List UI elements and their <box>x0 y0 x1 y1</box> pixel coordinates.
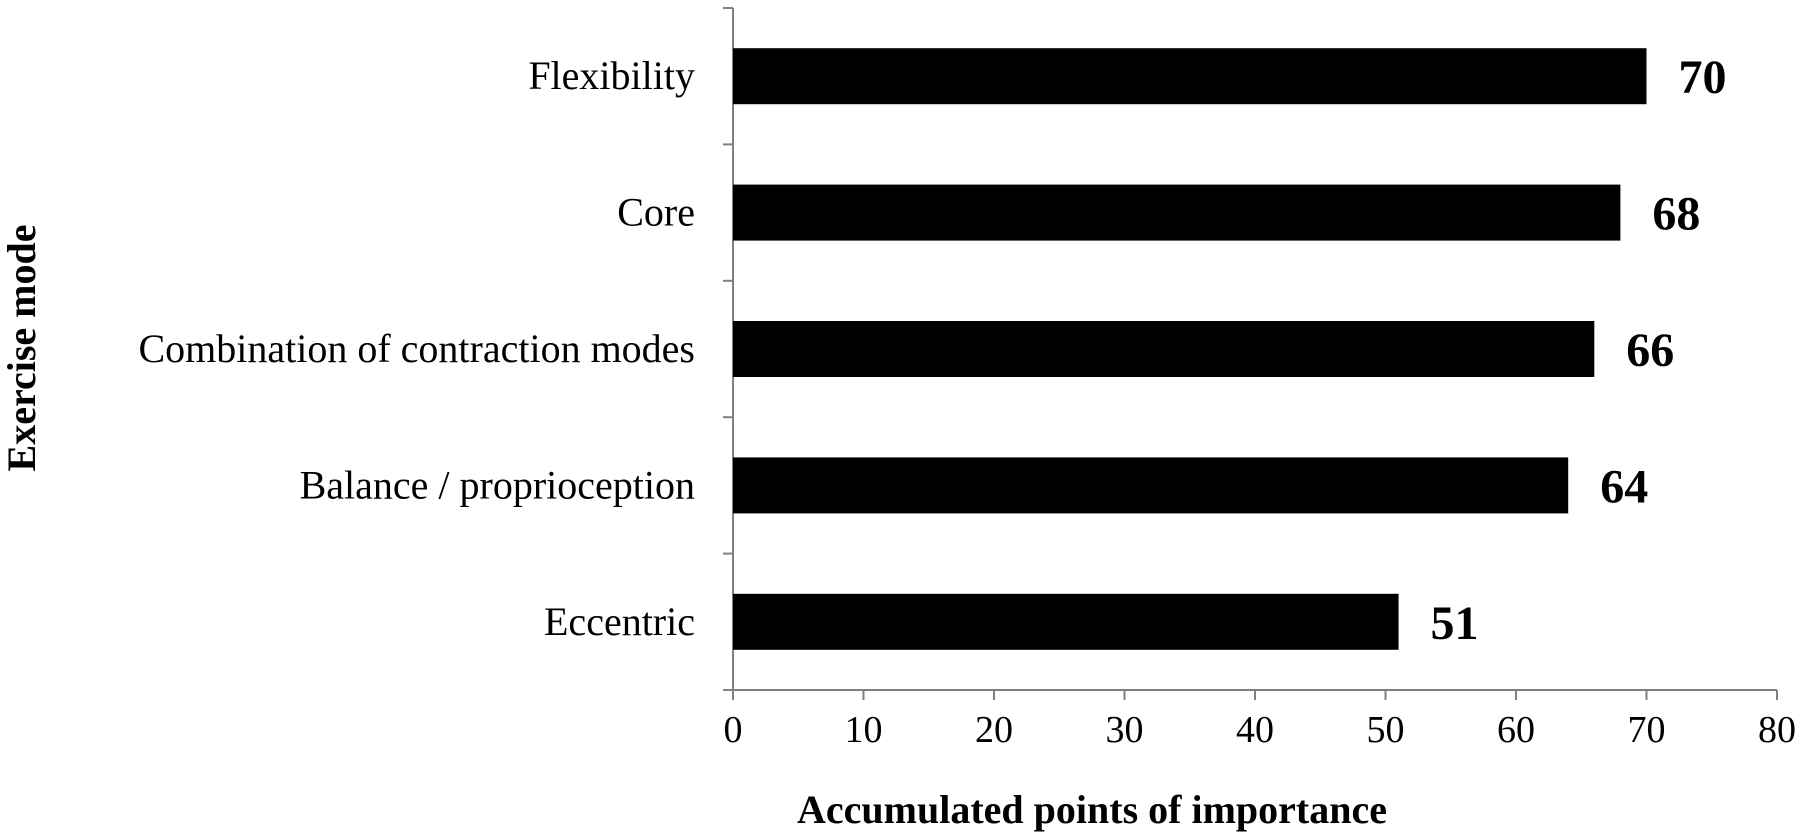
value-label: 51 <box>1431 597 1479 650</box>
x-tick-label: 20 <box>975 709 1013 751</box>
value-label: 70 <box>1679 51 1727 104</box>
bars <box>733 48 1647 650</box>
x-tick-label: 70 <box>1628 709 1666 751</box>
category-label: Core <box>617 190 695 235</box>
category-label: Eccentric <box>544 599 695 644</box>
value-label: 66 <box>1626 324 1674 377</box>
x-tick-label: 30 <box>1106 709 1144 751</box>
x-tick-label: 0 <box>724 709 743 751</box>
x-axis-title: Accumulated points of importance <box>797 787 1387 832</box>
bar <box>733 593 1399 650</box>
x-tick-label: 60 <box>1497 709 1535 751</box>
category-label: Flexibility <box>528 53 695 98</box>
value-labels: 70 68 66 64 51 <box>1431 51 1727 650</box>
bar <box>733 321 1595 377</box>
x-tick-label: 10 <box>845 709 883 751</box>
y-axis-title: Exercise mode <box>0 225 44 472</box>
category-label: Combination of contraction modes <box>138 326 695 371</box>
x-tick-label: 80 <box>1758 709 1796 751</box>
x-axis <box>732 689 1778 700</box>
value-label: 64 <box>1600 460 1648 513</box>
value-label: 68 <box>1652 188 1700 241</box>
bar <box>733 48 1647 105</box>
x-tick-labels: 0 10 20 30 40 50 60 70 80 <box>724 709 1797 751</box>
x-tick-label: 40 <box>1236 709 1274 751</box>
y-axis <box>723 7 734 691</box>
category-label: Balance / proprioception <box>300 462 695 507</box>
x-tick-label: 50 <box>1367 709 1405 751</box>
category-labels: Flexibility Core Combination of contractio… <box>138 53 695 644</box>
bar <box>733 184 1621 241</box>
bar <box>733 457 1569 514</box>
